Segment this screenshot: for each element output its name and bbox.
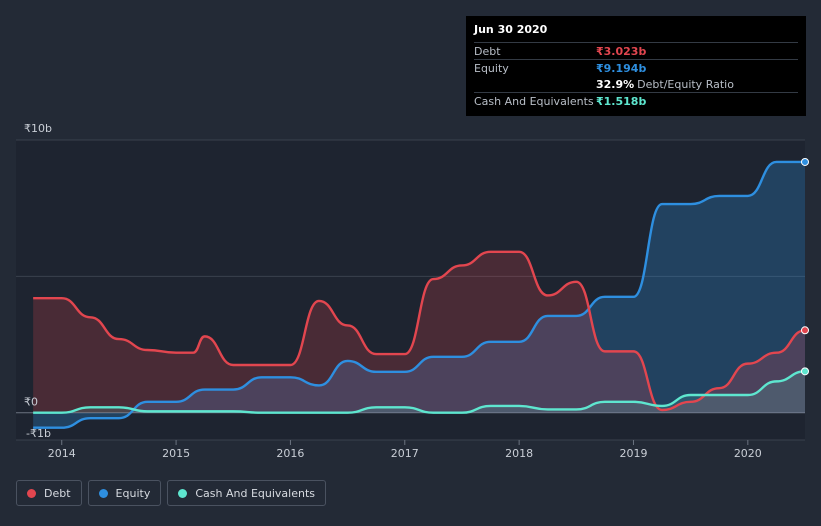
end-markers [801, 157, 809, 376]
legend-debt-label: Debt [44, 486, 71, 500]
tooltip-ratio-value: 32.9% [596, 77, 635, 91]
tooltip-row-equity: Equity ₹9.194b [474, 59, 798, 76]
tooltip-ratio-label: Debt/Equity Ratio [637, 77, 734, 91]
tooltip-cash-value: ₹1.518b [596, 94, 647, 108]
equity-end-marker [801, 157, 809, 166]
tooltip-debt-value: ₹3.023b [596, 44, 647, 58]
chart-legend: Debt Equity Cash And Equivalents [16, 480, 326, 506]
tooltip-panel: Jun 30 2020 Debt ₹3.023b Equity ₹9.194b … [466, 16, 806, 116]
tooltip-date: Jun 30 2020 [474, 23, 548, 36]
x-tick-label: 2014 [48, 447, 76, 460]
debt-dot-icon [27, 488, 36, 498]
debt-end-marker [801, 326, 809, 335]
tooltip-row-cash: Cash And Equivalents ₹1.518b [474, 92, 798, 109]
x-tick-label: 2015 [162, 447, 190, 460]
series-lines [33, 160, 806, 429]
axis-labels: ₹10b ₹0 -₹1b 2014 2015 2016 2017 2018 2019 2020 [24, 122, 762, 460]
equity-dot-icon [98, 488, 108, 498]
x-tick-label: 2017 [391, 447, 419, 460]
cash-dot-icon [178, 488, 188, 498]
tooltip-row-debt: Debt ₹3.023b [474, 42, 798, 59]
y-tick-label: -₹1b [26, 427, 51, 440]
legend-cash-label: Cash And Equivalents [195, 486, 315, 500]
legend-item-equity[interactable]: Equity [87, 480, 162, 506]
legend-equity-label: Equity [115, 486, 151, 500]
legend-item-cash[interactable]: Cash And Equivalents [167, 480, 326, 506]
cash-end-marker [801, 367, 809, 376]
legend-item-debt[interactable]: Debt [16, 480, 82, 506]
x-tick-label: 2016 [276, 447, 304, 460]
tooltip-debt-label: Debt [474, 44, 501, 58]
x-tick-label: 2020 [734, 447, 762, 460]
tooltip-cash-label: Cash And Equivalents [474, 94, 594, 108]
equity-area [33, 161, 806, 428]
equity-line [33, 160, 805, 429]
tooltip-equity-label: Equity [474, 61, 509, 75]
tooltip-row-ratio: 32.9% Debt/Equity Ratio [474, 76, 798, 92]
debt-line [33, 250, 806, 412]
debt-area [33, 251, 806, 413]
plot-background [16, 140, 805, 440]
y-tick-label: ₹10b [24, 122, 52, 135]
cash-line [33, 370, 806, 414]
tooltip-equity-value: ₹9.194b [596, 61, 647, 75]
x-tick-label: 2018 [505, 447, 533, 460]
x-tick-label: 2019 [619, 447, 647, 460]
y-tick-label: ₹0 [24, 396, 38, 409]
grid-lines [16, 139, 805, 441]
